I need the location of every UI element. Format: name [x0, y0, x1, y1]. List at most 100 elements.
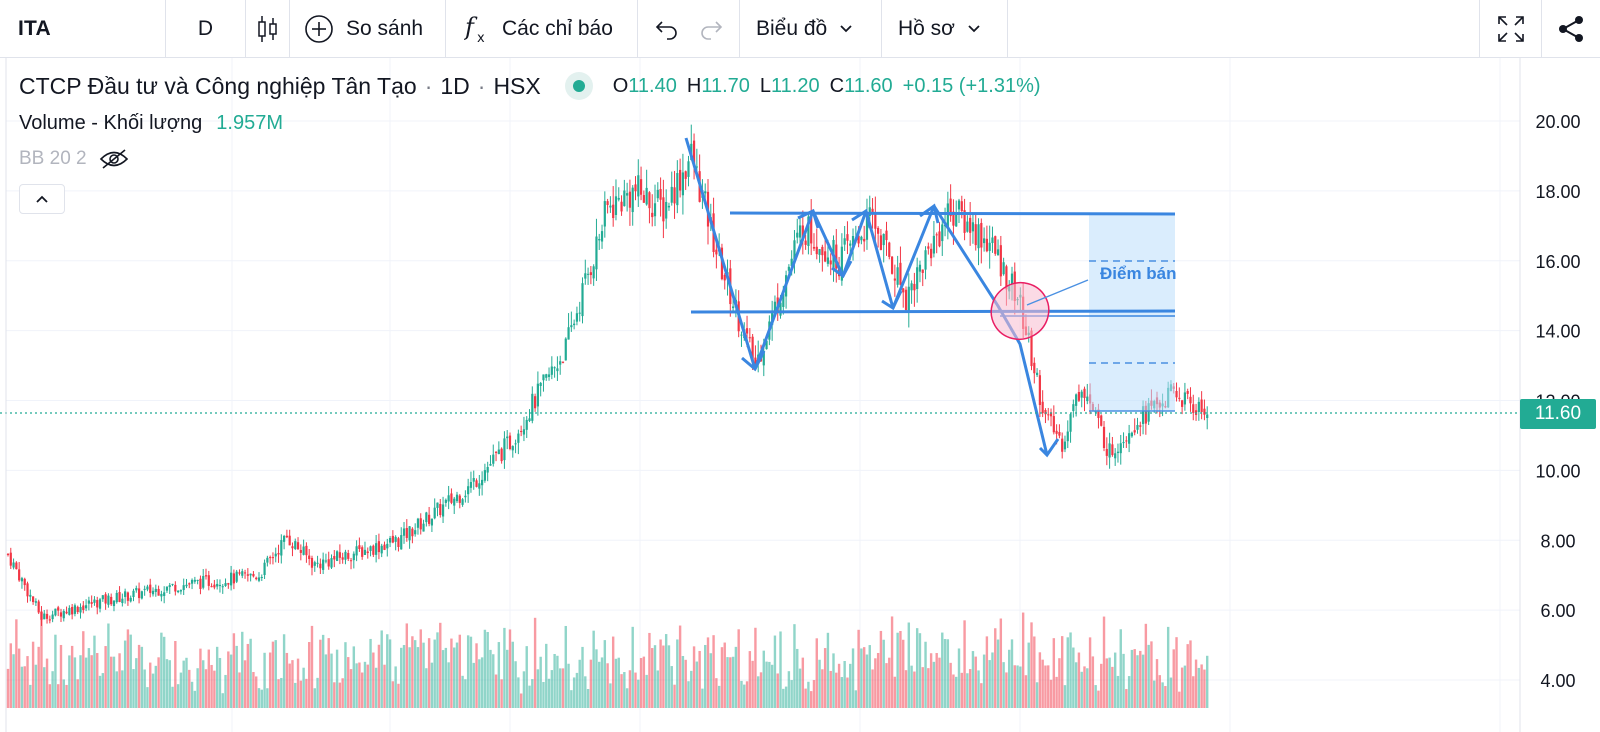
volume-bar [653, 645, 657, 708]
candle-body [221, 586, 224, 588]
symbol-search-button[interactable]: ITA [0, 0, 166, 58]
volume-bar [483, 629, 487, 708]
volume-bar [1088, 637, 1092, 708]
candle-body [160, 593, 163, 597]
volume-bar [34, 664, 38, 708]
volume-bar [960, 672, 963, 708]
candle-body [1075, 394, 1078, 406]
share-button[interactable] [1542, 0, 1600, 58]
candle-body [798, 225, 802, 238]
volume-bar [15, 619, 18, 708]
volume-bar [595, 649, 598, 708]
collapse-legend-button[interactable] [19, 184, 65, 214]
volume-bar [76, 679, 79, 708]
volume-bar [921, 667, 924, 708]
profile-menu-button[interactable]: Hồ sơ [882, 0, 1008, 58]
candle-body [467, 486, 470, 495]
redo-icon[interactable] [698, 18, 724, 40]
volume-bar [511, 641, 514, 708]
volume-bar [168, 660, 171, 708]
compare-button[interactable]: So sánh [290, 0, 446, 58]
candle-body [375, 543, 378, 555]
candle-body [938, 231, 941, 247]
volume-bar [980, 683, 983, 708]
volume-bar [851, 648, 855, 708]
candle-body [464, 495, 467, 498]
candle-body [890, 256, 894, 274]
volume-bar [151, 673, 155, 708]
volume-bar [165, 659, 169, 708]
volume-bar [994, 628, 997, 708]
candle-body [508, 435, 512, 450]
volume-bar [221, 693, 224, 708]
volume-bar [522, 671, 526, 708]
volume-bar [229, 654, 233, 708]
chart-menu-button[interactable]: Biểu đồ [740, 0, 882, 58]
volume-bar [1178, 691, 1181, 708]
bb-label: BB 20 2 [19, 148, 87, 169]
candle-body [642, 195, 645, 203]
candle-body [1147, 403, 1150, 422]
volume-bar [374, 667, 378, 708]
candle-body [288, 535, 291, 546]
candle-body [154, 588, 157, 592]
chart-type-button[interactable] [246, 0, 290, 58]
candle-body [79, 607, 82, 613]
volume-bar [796, 648, 799, 708]
indicators-button[interactable]: f x Các chỉ báo [446, 0, 638, 58]
volume-bar [620, 674, 623, 708]
volume-bar [854, 690, 858, 708]
volume-bar [695, 661, 699, 708]
chart-menu-label: Biểu đồ [756, 17, 828, 40]
volume-bar [349, 669, 353, 708]
exchange-label: HSX [493, 72, 541, 99]
volume-legend[interactable]: Volume - Khối lượng 1.957M [19, 112, 283, 135]
plus-circle-icon [304, 14, 334, 44]
volume-bar [1035, 682, 1039, 708]
candle-body [584, 273, 587, 279]
undo-icon[interactable] [654, 18, 680, 40]
volume-bar [335, 649, 339, 708]
volume-bar [815, 638, 818, 708]
volume-bar [441, 650, 445, 708]
volume-bar [1010, 639, 1014, 708]
fullscreen-button[interactable] [1480, 0, 1542, 58]
symbol-legend[interactable]: CTCP Đầu tư và Công nghiệp Tân Tạo · 1D … [19, 72, 1041, 100]
volume-bar [648, 632, 651, 708]
volume-bar [600, 657, 604, 708]
candle-body [48, 619, 51, 621]
volume-bar [809, 691, 813, 708]
candle-body [96, 600, 99, 608]
volume-bar [734, 646, 738, 708]
bb-legend[interactable]: BB 20 2 [19, 148, 129, 170]
candle-body [274, 553, 277, 557]
candle-body [918, 264, 922, 272]
candle-body [528, 418, 531, 422]
volume-bar [885, 663, 888, 708]
volume-bar [268, 652, 272, 708]
eye-off-icon[interactable] [99, 148, 129, 170]
volume-bar [631, 626, 634, 708]
volume-bar [737, 629, 740, 708]
candle-body [124, 591, 127, 597]
volume-bar [115, 671, 118, 708]
candle-body [1203, 408, 1206, 415]
volume-bar [12, 654, 15, 708]
volume-bar [717, 685, 721, 708]
candle-body [422, 523, 425, 532]
volume-bar [623, 672, 626, 708]
candle-body [1072, 404, 1075, 412]
candle-body [888, 242, 891, 257]
candle-body [871, 208, 874, 213]
interval-button[interactable]: D [166, 0, 246, 58]
volume-bar [547, 678, 551, 708]
price-chart[interactable]: Điểm bán 20.0018.0016.0014.0012.0010.008… [0, 58, 1600, 732]
volume-bar [659, 639, 662, 708]
candles-icon [257, 14, 279, 44]
chart-area[interactable]: Điểm bán 20.0018.0016.0014.0012.0010.008… [0, 58, 1600, 732]
candle-body [369, 546, 372, 551]
volume-bar [478, 659, 481, 708]
volume-bar [829, 670, 832, 708]
volume-bar [176, 684, 180, 708]
candle-body [790, 258, 793, 267]
